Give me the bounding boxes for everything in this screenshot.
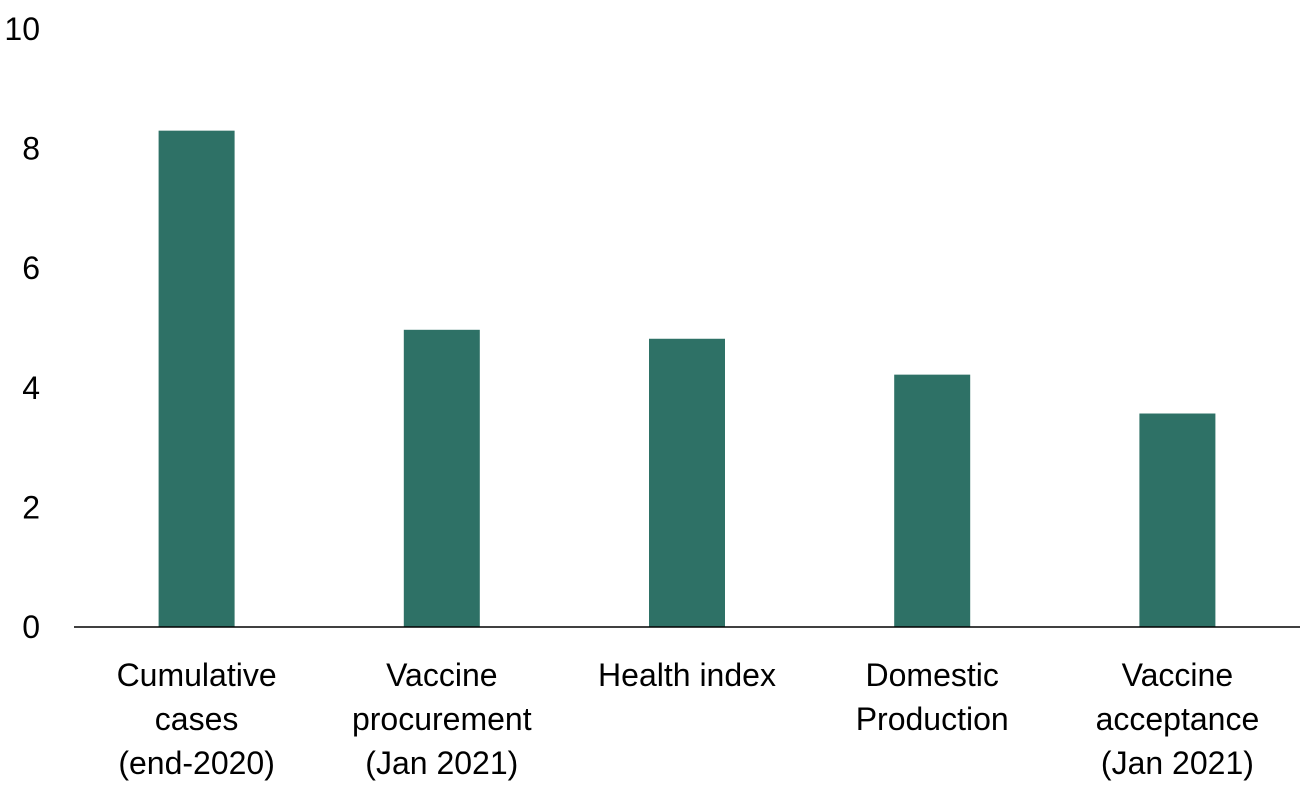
x-category-label-0-line-1: cases — [155, 701, 239, 737]
x-category-label-0-line-0: Cumulative — [117, 657, 277, 693]
x-category-label-1-line-2: (Jan 2021) — [365, 745, 518, 781]
x-category-label-4: Vaccine acceptance (Jan 2021) — [1096, 657, 1260, 781]
x-category-label-3-line-1: Production — [856, 701, 1009, 737]
x-category-label-2: Health index — [598, 657, 776, 693]
x-axis-category-labels: Cumulative cases (end-2020) Vaccine procurem… — [117, 657, 1260, 781]
y-tick-label-5: 10 — [4, 11, 40, 47]
x-category-label-4-line-1: acceptance — [1096, 701, 1260, 737]
bars — [158, 130, 1216, 627]
x-category-label-4-line-0: Vaccine — [1122, 657, 1233, 693]
x-category-label-0: Cumulative cases (end-2020) — [117, 657, 277, 781]
x-category-label-3: Domestic Production — [856, 657, 1009, 737]
bar-3 — [894, 374, 971, 627]
bar-0 — [158, 130, 235, 627]
y-tick-label-3: 6 — [22, 250, 40, 286]
x-category-label-3-line-0: Domestic — [866, 657, 999, 693]
x-category-label-4-line-2: (Jan 2021) — [1101, 745, 1254, 781]
x-category-label-1: Vaccine procurement (Jan 2021) — [352, 657, 532, 781]
bar-4 — [1139, 413, 1216, 627]
x-category-label-1-line-0: Vaccine — [386, 657, 497, 693]
y-axis-tick-labels: 0 2 4 6 8 10 — [4, 11, 40, 645]
y-tick-label-2: 4 — [22, 370, 40, 406]
x-category-label-2-line-0: Health index — [598, 657, 776, 693]
bar-2 — [649, 338, 725, 627]
y-tick-label-1: 2 — [22, 489, 40, 525]
x-category-label-1-line-1: procurement — [352, 701, 532, 737]
bar-1 — [403, 329, 480, 627]
x-category-label-0-line-2: (end-2020) — [118, 745, 275, 781]
y-tick-label-0: 0 — [22, 609, 40, 645]
y-tick-label-4: 8 — [22, 131, 40, 167]
